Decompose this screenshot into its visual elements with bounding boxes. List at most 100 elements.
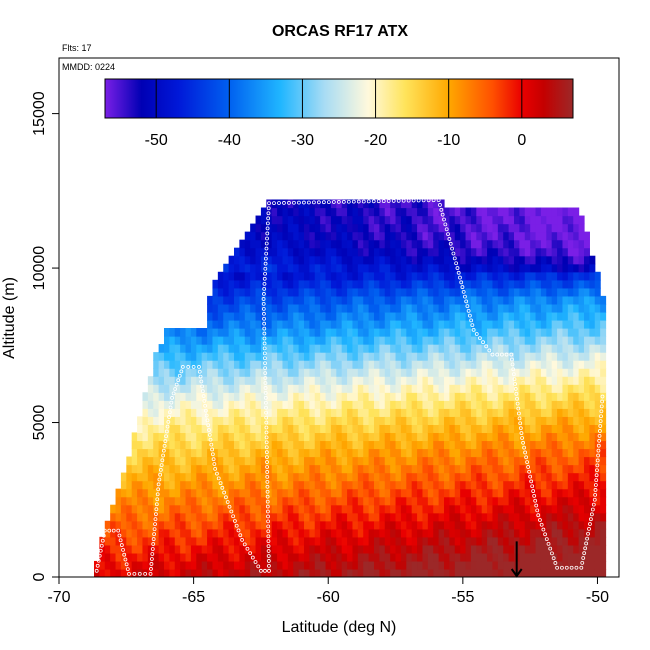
heatmap-cell bbox=[293, 512, 300, 522]
heatmap-cell bbox=[395, 536, 402, 546]
heatmap-cell bbox=[131, 560, 138, 570]
heatmap-cell bbox=[444, 504, 450, 514]
heatmap-cell bbox=[374, 384, 380, 393]
track-point bbox=[511, 367, 516, 372]
heatmap-cell bbox=[508, 568, 515, 577]
heatmap-cell bbox=[325, 488, 332, 498]
heatmap-cell bbox=[341, 528, 348, 538]
heatmap-cell bbox=[433, 408, 440, 417]
track-point bbox=[442, 217, 446, 222]
heatmap-cell bbox=[535, 295, 542, 305]
heatmap-cell bbox=[277, 215, 284, 225]
heatmap-cell bbox=[217, 319, 224, 329]
track-point bbox=[201, 394, 206, 398]
heatmap-cell bbox=[244, 295, 251, 305]
heatmap-cell bbox=[255, 255, 262, 265]
heatmap-cell bbox=[120, 472, 127, 482]
heatmap-cell bbox=[357, 247, 364, 257]
heatmap-cell bbox=[271, 279, 278, 289]
heatmap-cell bbox=[158, 520, 165, 530]
track-point bbox=[253, 560, 258, 564]
heatmap-cell bbox=[514, 303, 520, 313]
heatmap-cell bbox=[433, 520, 440, 530]
heatmap-cell bbox=[212, 496, 219, 506]
heatmap-cell bbox=[287, 344, 294, 353]
heatmap-cell bbox=[557, 231, 564, 241]
track-point bbox=[266, 539, 271, 544]
heatmap-cell bbox=[174, 344, 181, 353]
heatmap-cell bbox=[309, 488, 316, 498]
heatmap-cell bbox=[228, 360, 235, 369]
heatmap-cell bbox=[417, 552, 424, 562]
heatmap-cell bbox=[287, 328, 294, 337]
heatmap-cell bbox=[600, 488, 607, 498]
heatmap-cell bbox=[411, 392, 418, 401]
heatmap-cell bbox=[266, 279, 273, 289]
heatmap-cell bbox=[530, 295, 537, 305]
heatmap-cell bbox=[255, 311, 262, 321]
heatmap-cell bbox=[524, 496, 531, 506]
heatmap-cell bbox=[411, 231, 418, 241]
heatmap-cell bbox=[567, 568, 574, 577]
heatmap-cell bbox=[131, 480, 138, 490]
heatmap-cell bbox=[594, 424, 601, 434]
heatmap-cell bbox=[298, 464, 305, 474]
heatmap-cell bbox=[104, 536, 111, 546]
heatmap-cell bbox=[207, 328, 214, 337]
heatmap-cell bbox=[190, 552, 197, 562]
heatmap-cell bbox=[465, 568, 472, 577]
heatmap-cell bbox=[347, 432, 354, 442]
heatmap-cell bbox=[567, 400, 574, 409]
heatmap-cell bbox=[341, 448, 348, 458]
track-point bbox=[123, 557, 128, 562]
heatmap-cell bbox=[174, 536, 181, 546]
heatmap-cell bbox=[449, 568, 456, 577]
heatmap-cell bbox=[395, 512, 402, 522]
heatmap-cell bbox=[476, 416, 483, 425]
heatmap-cell bbox=[223, 295, 230, 305]
heatmap-cell bbox=[228, 560, 235, 570]
heatmap-cell bbox=[131, 432, 138, 442]
track-point bbox=[261, 297, 266, 301]
heatmap-cell bbox=[557, 223, 564, 233]
heatmap-cell bbox=[476, 504, 483, 514]
heatmap-cell bbox=[476, 344, 483, 353]
heatmap-cell bbox=[400, 488, 407, 498]
heatmap-cell bbox=[444, 295, 450, 305]
heatmap-cell bbox=[508, 368, 515, 377]
heatmap-cell bbox=[433, 376, 440, 385]
heatmap-cell bbox=[384, 400, 391, 409]
heatmap-cell bbox=[341, 336, 348, 345]
heatmap-cell bbox=[519, 560, 526, 570]
heatmap-cell bbox=[282, 400, 289, 409]
heatmap-cell bbox=[314, 464, 321, 474]
heatmap-cell bbox=[438, 400, 445, 409]
heatmap-cell bbox=[174, 432, 181, 442]
heatmap-cell bbox=[508, 464, 515, 474]
heatmap-cell bbox=[277, 488, 284, 498]
heatmap-cell bbox=[266, 448, 273, 458]
heatmap-cell bbox=[573, 247, 580, 257]
heatmap-cell bbox=[169, 336, 176, 345]
heatmap-cell bbox=[449, 464, 456, 474]
heatmap-cell bbox=[514, 207, 520, 217]
heatmap-cell bbox=[454, 512, 461, 522]
heatmap-cell bbox=[347, 536, 354, 546]
heatmap-cell bbox=[379, 344, 386, 353]
heatmap-cell bbox=[357, 456, 364, 466]
heatmap-cell bbox=[190, 568, 197, 577]
heatmap-cell bbox=[524, 488, 531, 498]
heatmap-cell bbox=[530, 432, 537, 442]
track-point bbox=[265, 499, 270, 504]
heatmap-cell bbox=[266, 271, 273, 281]
heatmap-cell bbox=[540, 512, 547, 522]
heatmap-cell bbox=[508, 287, 515, 297]
heatmap-cell bbox=[492, 464, 499, 474]
heatmap-cell bbox=[600, 376, 607, 385]
heatmap-cell bbox=[196, 448, 203, 458]
heatmap-cell bbox=[449, 552, 456, 562]
heatmap-cell bbox=[524, 544, 531, 554]
heatmap-cell bbox=[567, 504, 574, 514]
heatmap-cell bbox=[551, 528, 558, 538]
heatmap-cell bbox=[234, 279, 240, 289]
